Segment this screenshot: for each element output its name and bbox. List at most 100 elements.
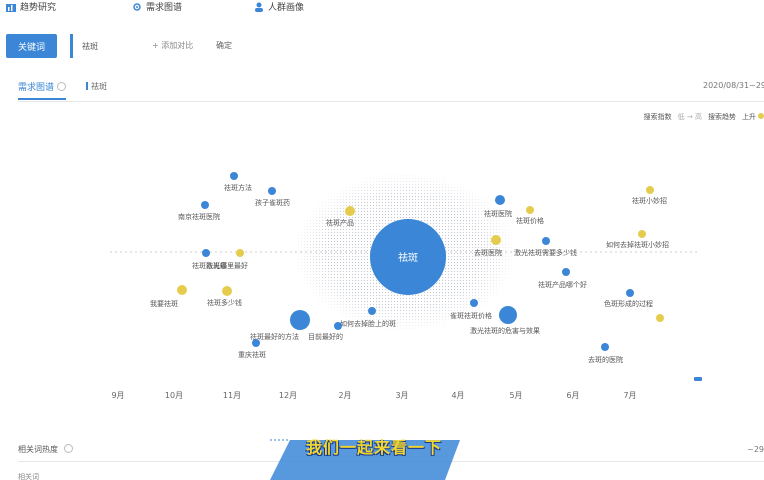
month-tick-label: 3月 <box>395 391 408 400</box>
graph-node-label: 重庆祛斑 <box>238 350 266 359</box>
section-related-heat: 相关词热度 <box>18 444 73 455</box>
graph-legend: 搜索指数 低 → 高 搜索趋势 上升 <box>644 112 764 122</box>
graph-node-label: 我要祛斑 <box>150 299 178 308</box>
graph-node[interactable] <box>542 237 550 245</box>
add-compare-label: 添加对比 <box>161 41 194 50</box>
graph-node[interactable] <box>268 187 276 195</box>
month-tick-label: 12月 <box>279 391 297 400</box>
graph-node-label: 祛斑最好的方法 <box>250 332 299 341</box>
graph-node[interactable] <box>345 206 355 216</box>
graph-node[interactable] <box>656 314 664 322</box>
graph-node[interactable] <box>562 268 570 276</box>
tab-keyword-label: 祛斑 <box>91 82 107 91</box>
radar-icon <box>133 2 141 11</box>
legend-rise: 上升 <box>742 112 764 122</box>
month-tick-label: 9月 <box>111 391 124 400</box>
month-tick-label: 4月 <box>451 391 464 400</box>
graph-node[interactable] <box>491 235 501 245</box>
help-icon[interactable] <box>63 444 73 453</box>
graph-node[interactable] <box>222 286 232 296</box>
graph-node-label: 如何去掉脸上的斑 <box>340 319 396 328</box>
nav-label-graph: 需求图谱 <box>146 3 183 13</box>
graph-node-label: 祛斑产品哪个好 <box>538 280 587 289</box>
graph-node-label: 去斑医院 <box>474 248 502 257</box>
graph-node[interactable] <box>334 322 342 330</box>
nav-label-crowd: 人群画像 <box>268 3 305 13</box>
nav-label-trend: 趋势研究 <box>20 3 57 13</box>
tab-keyword[interactable]: 祛斑 <box>86 81 107 92</box>
tabs-divider <box>18 101 764 102</box>
keyword-toolbar: 关键词 祛斑 + 添加对比 确定 <box>6 34 764 58</box>
graph-node-label: 祛斑激光哪里最好 <box>192 261 248 270</box>
graph-node-label: 目前最好的 <box>308 332 343 341</box>
month-tick-label: 10月 <box>165 391 183 400</box>
graph-node[interactable] <box>252 339 260 347</box>
date-range: 2020/08/31~29 <box>703 81 764 90</box>
legend-search-range: 低 → 高 <box>677 113 702 121</box>
graph-node[interactable] <box>526 206 534 214</box>
graph-tabs: 需求图谱 祛斑 2020/08/31~29 <box>18 80 764 100</box>
tab-demand-graph-label: 需求图谱 <box>18 83 55 93</box>
legend-search-index: 搜索指数 <box>643 113 672 121</box>
tab-demand-graph[interactable]: 需求图谱 <box>18 80 67 100</box>
graph-node-label: 色斑形成的过程 <box>604 299 653 308</box>
graph-node[interactable] <box>368 307 376 315</box>
confirm-button[interactable]: 确定 <box>216 41 232 50</box>
graph-node[interactable] <box>470 299 478 307</box>
graph-node[interactable] <box>201 201 209 209</box>
graph-node-label: 祛斑方法 <box>224 183 252 192</box>
help-icon[interactable] <box>57 82 67 91</box>
section-related-heat-title: 相关词热度 <box>18 445 58 454</box>
graph-node[interactable] <box>177 285 187 295</box>
rise-dot-icon <box>758 113 764 119</box>
graph-node-label: 祛斑价格 <box>516 216 544 225</box>
video-subtitle: 我们一起来看一下 <box>306 438 443 457</box>
keyword-value: 祛斑 <box>82 41 98 51</box>
graph-node-label: 祛斑小妙招 <box>632 196 667 205</box>
graph-node-label: 激光祛斑需要多少钱 <box>514 248 577 257</box>
month-tick-label: 6月 <box>566 391 579 400</box>
month-tick-label: 5月 <box>509 391 522 400</box>
graph-node[interactable] <box>601 343 609 351</box>
graph-node-label: 去斑的医院 <box>588 355 623 364</box>
graph-node-label: 南京祛斑医院 <box>178 212 220 221</box>
center-node-label: 祛斑 <box>398 251 418 264</box>
month-tick-label: 7月 <box>623 391 636 400</box>
graph-node-label: 如何去掉祛斑小妙招 <box>606 240 669 249</box>
graph-node[interactable] <box>495 195 505 205</box>
keyword-input[interactable]: 祛斑 <box>70 34 144 58</box>
add-compare-button[interactable]: + 添加对比 <box>152 40 193 51</box>
timeline-handle[interactable] <box>694 377 702 381</box>
graph-node-label: 祛斑最 <box>206 261 227 270</box>
graph-node[interactable] <box>290 310 310 330</box>
top-nav: 趋势研究 需求图谱 人群画像 <box>0 0 764 14</box>
section-related-date: ~29 <box>747 445 764 454</box>
graph-node-label: 孩子雀斑药 <box>255 198 290 207</box>
graph-node[interactable] <box>236 249 244 257</box>
graph-node[interactable] <box>230 172 238 180</box>
plus-icon: + <box>152 41 159 50</box>
nav-item-crowd[interactable]: 人群画像 <box>254 0 304 13</box>
bar-chart-icon <box>6 3 16 12</box>
graph-node[interactable] <box>202 249 210 257</box>
nav-item-trend[interactable]: 趋势研究 <box>6 0 56 13</box>
month-tick-label: 11月 <box>223 391 241 400</box>
month-tick-label: 2月 <box>338 391 351 400</box>
legend-trend: 搜索趋势 <box>708 113 736 121</box>
graph-node[interactable] <box>626 289 634 297</box>
graph-node-label: 激光祛斑的危害与效果 <box>470 326 540 335</box>
graph-node-label: 祛斑多少钱 <box>207 298 242 307</box>
graph-node-label: 祛斑医院 <box>484 209 512 218</box>
user-icon <box>255 2 263 12</box>
keyword-marker-icon <box>86 82 88 90</box>
nav-item-graph[interactable]: 需求图谱 <box>132 0 182 13</box>
graph-node-label: 雀斑祛斑价格 <box>450 311 492 320</box>
section-related-sub: 相关词 <box>18 473 39 480</box>
keyword-button[interactable]: 关键词 <box>6 34 57 58</box>
legend-rise-label: 上升 <box>742 113 756 121</box>
graph-node[interactable] <box>499 306 517 324</box>
center-node[interactable] <box>370 219 446 295</box>
graph-node[interactable] <box>638 230 646 238</box>
graph-node[interactable] <box>646 186 654 194</box>
